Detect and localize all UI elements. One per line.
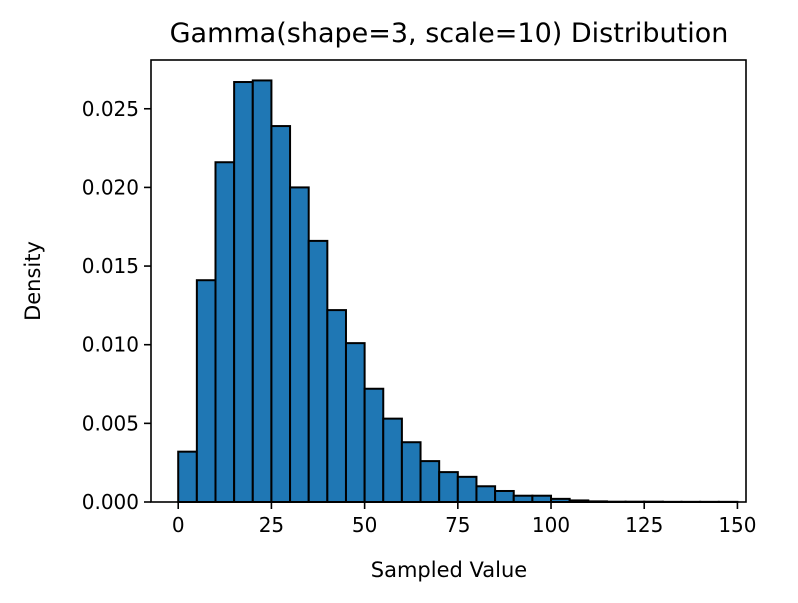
histogram-bar	[382, 417, 403, 503]
histogram-bar	[195, 279, 217, 504]
histogram-bar	[344, 342, 366, 504]
histogram-bar	[400, 441, 422, 503]
x-tick-label: 75	[445, 513, 470, 537]
histogram-bar	[214, 161, 236, 503]
y-tick-label: 0.015	[82, 254, 139, 278]
x-axis: 0 25 50 75 100 125 150	[172, 502, 757, 537]
histogram-bar	[177, 450, 198, 503]
y-tick-label: 0.025	[82, 97, 139, 121]
y-axis: 0.000 0.005 0.010 0.015 0.020 0.025	[82, 97, 151, 514]
histogram-bar	[289, 186, 310, 504]
histogram-bar	[456, 475, 478, 503]
x-axis-label: Sampled Value	[371, 558, 527, 582]
x-tick-label: 125	[625, 513, 663, 537]
y-tick-label: 0.020	[82, 175, 139, 199]
x-tick-label: 0	[172, 513, 185, 537]
bars	[177, 79, 739, 504]
x-tick-label: 25	[259, 513, 284, 537]
y-tick-label: 0.010	[82, 333, 139, 357]
y-tick-label: 0.005	[82, 411, 139, 435]
y-tick-label: 0.000	[82, 490, 139, 514]
plot-frame	[150, 59, 747, 503]
x-tick-label: 150	[718, 513, 756, 537]
histogram-bar	[475, 485, 497, 504]
histogram-bar	[494, 489, 515, 503]
x-tick-label: 100	[532, 513, 570, 537]
histogram-bar	[438, 471, 459, 504]
x-tick-label: 50	[352, 513, 377, 537]
histogram-bar	[307, 239, 329, 503]
chart-title: Gamma(shape=3, scale=10) Distribution	[170, 18, 729, 49]
histogram-bar	[531, 494, 553, 504]
histogram-bar	[512, 494, 534, 504]
histogram-bar	[233, 81, 254, 503]
histogram-bar	[270, 125, 292, 503]
histogram-bar	[363, 387, 385, 504]
histogram-bar	[251, 79, 273, 503]
histogram-bar	[326, 309, 347, 503]
histogram-bar	[419, 460, 441, 504]
y-axis-label: Density	[21, 241, 45, 321]
